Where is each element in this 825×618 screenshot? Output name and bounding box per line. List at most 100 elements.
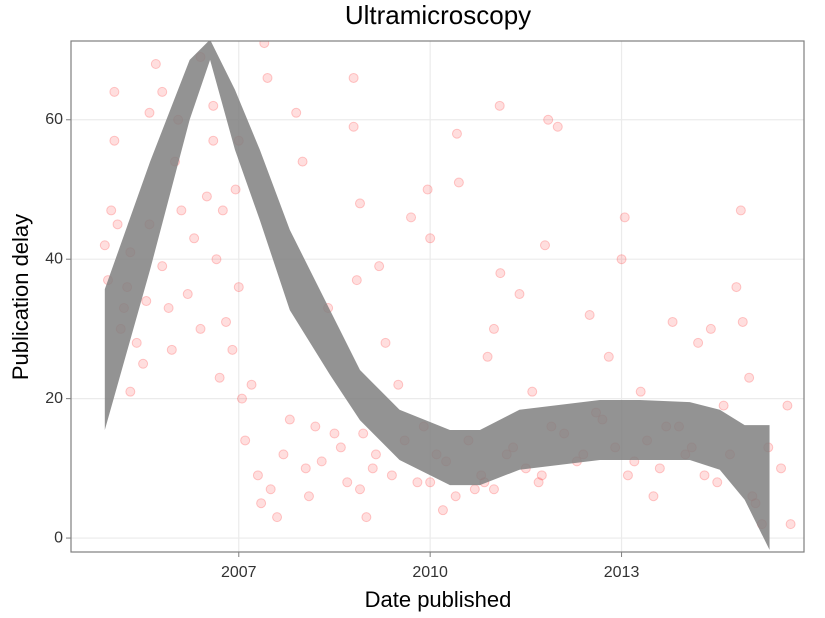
point [718, 400, 729, 411]
plot-border [70, 40, 805, 553]
point [776, 463, 787, 474]
point [584, 309, 595, 320]
point [348, 72, 359, 83]
point [469, 484, 480, 495]
point [782, 400, 793, 411]
point [252, 470, 263, 481]
chart-title: Ultramicroscopy [345, 0, 531, 30]
point [539, 240, 550, 251]
point [425, 233, 436, 244]
point [265, 484, 276, 495]
point [112, 219, 123, 230]
x-tick-label: 2010 [412, 564, 448, 581]
y-tick-label: 40 [45, 250, 63, 267]
point [412, 477, 423, 488]
point [259, 41, 270, 49]
point [735, 205, 746, 216]
point [214, 372, 225, 383]
point [354, 198, 365, 209]
point [699, 470, 710, 481]
point [125, 386, 136, 397]
point [303, 491, 314, 502]
point [300, 463, 311, 474]
point [622, 470, 633, 481]
point [99, 240, 110, 251]
point [744, 372, 755, 383]
point [731, 282, 742, 293]
point [488, 484, 499, 495]
point [543, 114, 554, 125]
point [348, 121, 359, 132]
point [208, 100, 219, 111]
point [227, 344, 238, 355]
point [284, 414, 295, 425]
point [157, 86, 168, 97]
point [195, 323, 206, 334]
point [494, 100, 505, 111]
point [211, 254, 222, 265]
point [514, 289, 525, 300]
point [221, 316, 232, 327]
point [310, 421, 321, 432]
point [712, 477, 723, 488]
point [603, 351, 614, 362]
y-tick-label: 60 [45, 111, 63, 128]
point [291, 107, 302, 118]
point [451, 128, 462, 139]
point [109, 135, 120, 146]
point [437, 505, 448, 516]
point [246, 379, 257, 390]
point [131, 337, 142, 348]
point [233, 282, 244, 293]
point [189, 233, 200, 244]
point [182, 289, 193, 300]
point [370, 449, 381, 460]
point [422, 184, 433, 195]
confidence-band [104, 41, 770, 550]
point [386, 470, 397, 481]
point [367, 463, 378, 474]
point [648, 491, 659, 502]
point [482, 351, 493, 362]
point [488, 323, 499, 334]
point [150, 59, 161, 70]
y-tick-label: 0 [54, 529, 63, 546]
point [262, 72, 273, 83]
point [272, 512, 283, 523]
y-axis-label: Publication delay [8, 214, 33, 380]
point [667, 316, 678, 327]
point [425, 477, 436, 488]
x-tick-label: 2013 [604, 564, 640, 581]
point [335, 442, 346, 453]
point [354, 484, 365, 495]
point [106, 205, 117, 216]
point [256, 498, 267, 509]
point [240, 435, 251, 446]
point [374, 261, 385, 272]
x-axis-label: Date published [365, 587, 512, 612]
point [297, 156, 308, 167]
point [552, 121, 563, 132]
point [619, 212, 630, 223]
point [361, 512, 372, 523]
point [693, 337, 704, 348]
point [495, 268, 506, 279]
point [329, 428, 340, 439]
point [278, 449, 289, 460]
point [536, 470, 547, 481]
point [406, 212, 417, 223]
point [737, 316, 748, 327]
point [393, 379, 404, 390]
point [533, 477, 544, 488]
point [144, 107, 155, 118]
point [316, 456, 327, 467]
point [141, 296, 152, 307]
point [138, 358, 149, 369]
point [208, 135, 219, 146]
point [358, 428, 369, 439]
point [201, 191, 212, 202]
point [527, 386, 538, 397]
x-tick-label: 2007 [221, 564, 257, 581]
point [616, 254, 627, 265]
